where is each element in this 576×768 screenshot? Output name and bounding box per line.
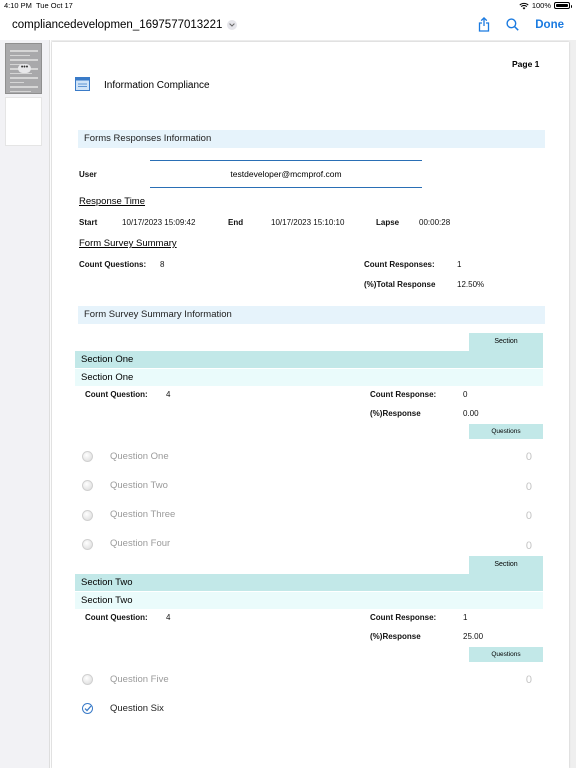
chevron-down-icon[interactable] [227, 20, 238, 30]
pct-response-value: 0.00 [463, 409, 479, 418]
summary-info-header: Form Survey Summary Information [78, 306, 545, 324]
lapse-value: 00:00:28 [419, 218, 451, 227]
question-label: Question Three [110, 509, 176, 520]
question-label: Question Six [110, 703, 164, 714]
question-count: 0 [525, 451, 532, 463]
end-value: 10/17/2023 15:10:10 [271, 218, 345, 227]
count-question-label: Count Question: [85, 390, 148, 399]
question-label: Question Five [110, 674, 169, 685]
question-count: 0 [525, 481, 532, 493]
pct-response-label: (%)Response [370, 409, 421, 418]
document-page: Page 1 Information Compliance Forms Resp… [52, 42, 569, 768]
more-icon[interactable]: ••• [18, 64, 31, 73]
count-responses-label: Count Responses: [364, 260, 435, 269]
share-icon[interactable] [478, 17, 490, 32]
checkmark-icon [84, 705, 91, 712]
status-bar: 4:10 PM Tue Oct 17 100% [0, 0, 576, 12]
user-field: testdeveloper@mcmprof.com [150, 160, 422, 188]
document-title: Information Compliance [104, 80, 210, 91]
radio-icon[interactable] [82, 480, 93, 491]
question-count: 0 [525, 540, 532, 552]
search-icon[interactable] [506, 18, 519, 31]
document-icon [75, 77, 90, 91]
start-label: Start [79, 218, 98, 227]
count-question-value: 4 [166, 613, 171, 622]
count-response-value: 0 [463, 390, 468, 399]
questions-tag: Questions [469, 424, 543, 439]
status-time: 4:10 PM [4, 1, 32, 10]
section-subheader: Section One [75, 369, 543, 386]
forms-responses-header: Forms Responses Information [78, 130, 545, 148]
nav-bar: compliancedevelopmen_1697577013221 Done [0, 12, 576, 40]
radio-icon[interactable] [82, 510, 93, 521]
page-thumbnails: ••• [0, 40, 50, 768]
section-tag: Section [469, 556, 543, 574]
radio-icon[interactable] [82, 539, 93, 550]
battery-percent: 100% [531, 1, 551, 10]
section-band: Section Two [75, 574, 543, 591]
radio-icon[interactable] [82, 451, 93, 462]
done-button[interactable]: Done [535, 18, 564, 31]
page-thumbnail-1[interactable]: ••• [5, 43, 42, 94]
user-label: User [79, 170, 97, 179]
pct-response-value: 25.00 [463, 632, 484, 641]
battery-icon [554, 2, 572, 9]
count-response-label: Count Response: [370, 390, 437, 399]
section-band: Section One [75, 351, 543, 368]
count-question-label: Count Question: [85, 613, 148, 622]
section-tag: Section [469, 333, 543, 351]
status-right: 100% [519, 1, 572, 10]
question-count: 0 [525, 510, 532, 522]
nav-actions: Done [478, 17, 564, 32]
page-thumbnail-2[interactable] [5, 97, 42, 146]
section-subheader: Section Two [75, 592, 543, 609]
pct-response-label: (%)Response [370, 632, 421, 641]
file-title-menu[interactable]: compliancedevelopmen_1697577013221 [12, 19, 238, 31]
end-label: End [228, 218, 244, 227]
page-number: Page 1 [512, 59, 540, 69]
response-time-heading: Response Time [79, 196, 146, 207]
count-responses-value: 1 [457, 260, 462, 269]
total-response-value: 12.50% [457, 280, 485, 289]
questions-tag: Questions [469, 647, 543, 662]
question-label: Question Four [110, 538, 171, 549]
radio-icon[interactable] [82, 674, 93, 685]
wifi-icon [519, 2, 529, 9]
lapse-label: Lapse [376, 218, 400, 227]
total-response-label: (%)Total Response [364, 280, 436, 289]
file-name: compliancedevelopmen_1697577013221 [12, 19, 223, 31]
count-response-value: 1 [463, 613, 468, 622]
question-label: Question One [110, 451, 169, 462]
summary-heading: Form Survey Summary [79, 238, 177, 249]
count-questions-value: 8 [160, 260, 165, 269]
count-questions-label: Count Questions: [79, 260, 147, 269]
radio-checked-icon[interactable] [82, 703, 93, 714]
start-value: 10/17/2023 15:09:42 [122, 218, 196, 227]
status-date: Tue Oct 17 [36, 1, 73, 10]
question-count: 0 [525, 674, 532, 686]
count-question-value: 4 [166, 390, 171, 399]
question-label: Question Two [110, 480, 168, 491]
count-response-label: Count Response: [370, 613, 437, 622]
